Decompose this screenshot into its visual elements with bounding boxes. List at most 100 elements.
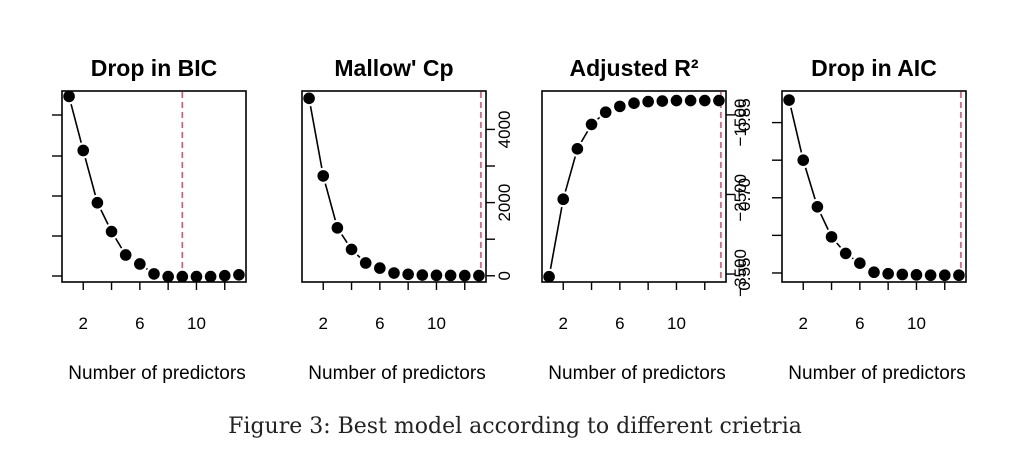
x-axis-label: Number of predictors bbox=[68, 363, 245, 384]
series-line-segment bbox=[597, 116, 601, 120]
panel-title: Mallow' Cp bbox=[334, 55, 453, 81]
x-tick-label: 10 bbox=[907, 314, 926, 333]
x-tick-label: 2 bbox=[798, 314, 807, 333]
x-tick-label: 6 bbox=[375, 314, 384, 333]
series-line-segment bbox=[580, 130, 589, 143]
data-point bbox=[63, 90, 75, 103]
data-point bbox=[868, 266, 880, 279]
plot-frame bbox=[541, 90, 727, 283]
data-point bbox=[444, 269, 457, 282]
data-point bbox=[345, 243, 358, 256]
x-tick-label: 10 bbox=[187, 314, 206, 333]
data-point bbox=[953, 269, 965, 282]
data-point bbox=[105, 225, 118, 238]
data-point bbox=[473, 269, 485, 282]
x-tick-label: 2 bbox=[78, 314, 87, 333]
panel-4: Drop in AIC 2 6 10 Number of predictors −1500… bbox=[731, 55, 967, 384]
plot-frame bbox=[61, 90, 247, 283]
panel-title: Drop in AIC bbox=[811, 55, 937, 81]
x-tick-label: 6 bbox=[615, 314, 624, 333]
y-tick-label: 0.85 bbox=[735, 98, 754, 131]
data-point bbox=[557, 193, 570, 206]
series-line-segment bbox=[100, 209, 109, 225]
data-point bbox=[882, 267, 894, 280]
y-tick-label: −3500 bbox=[731, 249, 750, 297]
panel-3: Adjusted R² 2 6 10 Number of predictors 0.55 0… bbox=[541, 55, 754, 384]
x-tick-label: 10 bbox=[667, 314, 686, 333]
data-point bbox=[374, 262, 386, 274]
data-point bbox=[119, 249, 132, 261]
panel-2: Mallow' Cp 2 6 10 Number of predictors 0 2000 4… bbox=[301, 55, 514, 384]
data-point bbox=[825, 231, 838, 243]
x-axis-label: Number of predictors bbox=[308, 363, 485, 384]
series-line-segment bbox=[309, 106, 323, 169]
data-point bbox=[458, 269, 471, 282]
data-point bbox=[797, 154, 810, 166]
data-point bbox=[684, 94, 697, 107]
data-point bbox=[698, 94, 711, 107]
series-line-segment bbox=[820, 213, 829, 230]
data-point bbox=[402, 268, 414, 281]
data-point bbox=[571, 143, 584, 155]
series-line-segment bbox=[341, 234, 348, 244]
data-point bbox=[148, 268, 160, 280]
series-line-segment bbox=[114, 237, 123, 249]
x-tick-label: 2 bbox=[558, 314, 567, 333]
y-tick-label: 2000 bbox=[495, 184, 514, 222]
series-line-segment bbox=[804, 167, 816, 200]
data-point bbox=[176, 270, 189, 283]
data-point bbox=[233, 268, 245, 281]
series-line-segment bbox=[84, 157, 97, 196]
series-line-segment bbox=[836, 242, 842, 248]
data-point bbox=[628, 97, 640, 110]
data-point bbox=[303, 92, 315, 105]
plot-frame bbox=[301, 90, 487, 283]
series-line-segment bbox=[851, 257, 854, 260]
data-point bbox=[924, 269, 937, 282]
data-point bbox=[839, 247, 852, 260]
y-tick-label: 4000 bbox=[495, 111, 514, 149]
data-point bbox=[77, 144, 90, 157]
data-point bbox=[134, 258, 146, 270]
y-tick-label: −1500 bbox=[731, 99, 750, 147]
data-point bbox=[162, 270, 174, 283]
x-tick-label: 10 bbox=[427, 314, 446, 333]
x-axis-label: Number of predictors bbox=[548, 363, 725, 384]
data-point bbox=[416, 269, 429, 281]
panel-title: Drop in BIC bbox=[91, 55, 218, 81]
x-axis-label: Number of predictors bbox=[788, 363, 965, 384]
data-point bbox=[91, 196, 104, 209]
y-tick-label: 0.70 bbox=[735, 178, 754, 211]
data-point bbox=[190, 270, 203, 283]
series-line-segment bbox=[70, 103, 82, 143]
series-line-segment bbox=[549, 206, 563, 269]
series-line-segment bbox=[145, 267, 148, 270]
data-point bbox=[218, 269, 231, 282]
data-point bbox=[811, 201, 824, 213]
data-point bbox=[910, 269, 923, 281]
series-line-segment bbox=[790, 107, 803, 153]
data-point bbox=[854, 257, 866, 270]
x-tick-label: 6 bbox=[855, 314, 864, 333]
y-tick-label: −2500 bbox=[731, 174, 750, 222]
series-line-segment bbox=[324, 183, 337, 221]
x-tick-label: 6 bbox=[135, 314, 144, 333]
data-point bbox=[543, 270, 555, 283]
y-tick-label: 0 bbox=[495, 271, 514, 280]
data-point bbox=[938, 269, 951, 282]
data-point bbox=[713, 94, 725, 107]
series-line-segment bbox=[564, 156, 576, 192]
data-point bbox=[670, 94, 683, 107]
data-point bbox=[331, 222, 344, 234]
panel-1: Drop in BIC 2 6 10 Number of predictors bbox=[52, 55, 247, 384]
data-point bbox=[896, 268, 909, 281]
data-point bbox=[317, 170, 330, 182]
panel-title: Adjusted R² bbox=[569, 55, 698, 81]
data-point bbox=[204, 270, 217, 283]
data-point bbox=[642, 95, 654, 108]
y-tick-label: 0.55 bbox=[735, 257, 754, 290]
data-point bbox=[656, 95, 669, 107]
series-line-segment bbox=[356, 254, 361, 259]
x-tick-label: 2 bbox=[318, 314, 327, 333]
